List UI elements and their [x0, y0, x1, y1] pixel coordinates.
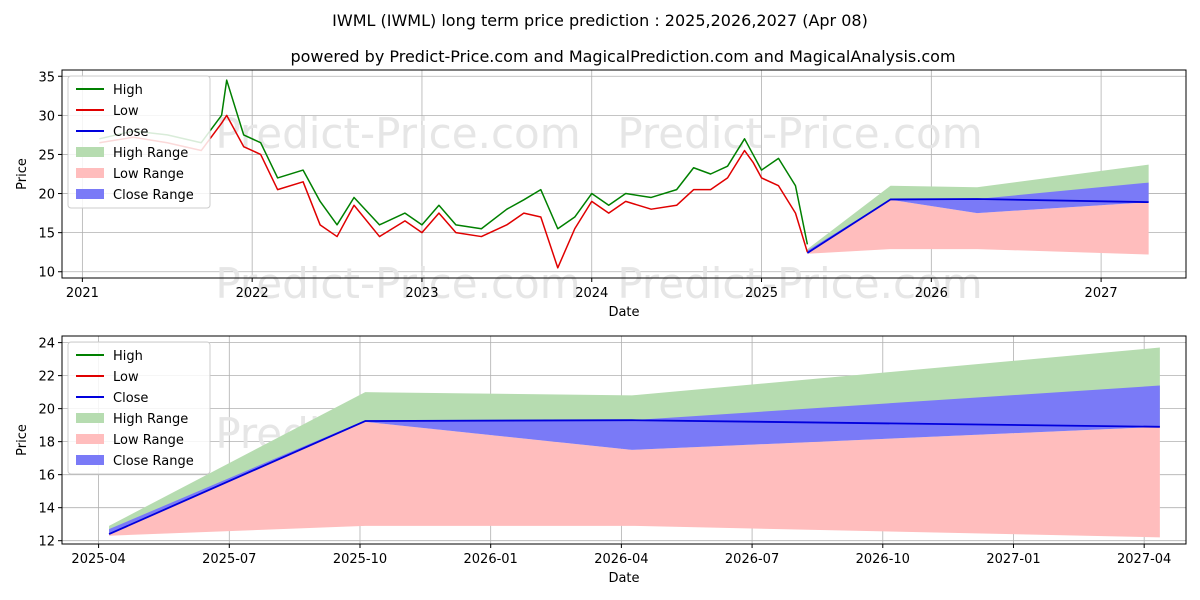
high-range-band: [109, 347, 1160, 533]
legend: High Low Close High Range Low Range Close Ran…: [67, 75, 211, 209]
low-range-band: [807, 199, 1149, 255]
legend-swatch: [76, 147, 104, 157]
y-tick-label: 14: [38, 502, 55, 517]
legend-label: Low Range: [113, 433, 184, 448]
x-tick-label: 2024: [575, 286, 608, 301]
watermark: Predict-Price.com: [617, 259, 982, 308]
low-range-band: [109, 421, 1160, 538]
x-tick-label: 2021: [66, 286, 99, 301]
legend: High Low Close High Range Low Range Close Ran…: [67, 341, 211, 475]
legend-label: Low: [113, 370, 139, 385]
legend-swatch: [76, 413, 104, 423]
x-axis-label: Date: [608, 571, 639, 586]
x-tick-label: 2026: [915, 286, 948, 301]
y-axis-label: Price: [15, 158, 30, 190]
watermark: Predict-Price.com: [215, 259, 580, 308]
y-axis-label: Price: [15, 424, 30, 456]
legend-label: Close: [113, 125, 148, 140]
x-tick-label: 2025-07: [202, 552, 256, 567]
legend-label: Close: [113, 391, 148, 406]
y-tick-label: 20: [38, 403, 55, 418]
x-tick-label: 2026-01: [464, 552, 518, 567]
legend-swatch: [76, 455, 104, 465]
y-tick-label: 22: [38, 370, 55, 385]
y-tick-label: 24: [38, 337, 55, 352]
watermark: Predict-Price.com: [617, 109, 982, 158]
x-tick-label: 2026-04: [594, 552, 648, 567]
legend-label: Close Range: [113, 188, 194, 203]
legend-swatch: [76, 189, 104, 199]
x-tick-label: 2027: [1085, 286, 1118, 301]
y-tick-label: 25: [38, 148, 55, 163]
y-tick-label: 12: [38, 535, 55, 550]
chart-title: IWML (IWML) long term price prediction :…: [332, 11, 868, 30]
x-tick-label: 2027-04: [1117, 552, 1171, 567]
y-tick-label: 20: [38, 188, 55, 203]
legend-label: Low Range: [113, 167, 184, 182]
x-tick-label: 2025: [745, 286, 778, 301]
watermark: Predict-Price.com: [215, 109, 580, 158]
y-tick-label: 18: [38, 436, 55, 451]
x-tick-label: 2025-04: [71, 552, 125, 567]
high-range-band: [807, 164, 1149, 253]
legend-label: High Range: [113, 412, 188, 427]
legend-label: High Range: [113, 146, 188, 161]
x-tick-label: 2025-10: [333, 552, 387, 567]
top-panel: Predict-Price.com Predict-Price.com Predic…: [15, 69, 1187, 320]
predicted-close-line: [108, 419, 1160, 535]
x-tick-label: 2023: [405, 286, 438, 301]
legend-swatch: [76, 168, 104, 178]
plot-frame: [61, 335, 1187, 545]
bottom-panel: Predict-Price.comPredict-Price.com2025-0…: [15, 335, 1187, 586]
legend-swatch: [76, 434, 104, 444]
x-axis-label: Date: [608, 305, 639, 320]
y-tick-label: 16: [38, 469, 55, 484]
plot-frame: [61, 69, 1187, 279]
legend-label: Low: [113, 104, 139, 119]
chart-subtitle: powered by Predict-Price.com and Magical…: [290, 47, 955, 66]
y-tick-label: 35: [38, 70, 55, 85]
low-line: [99, 114, 809, 269]
predicted-close-line: [806, 198, 1149, 254]
x-tick-label: 2027-01: [986, 552, 1040, 567]
y-tick-label: 15: [38, 227, 55, 242]
x-tick-label: 2022: [236, 286, 269, 301]
legend-label: High: [113, 349, 143, 364]
y-tick-label: 30: [38, 109, 55, 124]
legend-label: High: [113, 83, 143, 98]
legend-label: Close Range: [113, 454, 194, 469]
x-tick-label: 2026-07: [725, 552, 779, 567]
y-tick-label: 10: [38, 266, 55, 281]
high-line: [99, 79, 809, 245]
x-tick-label: 2026-10: [856, 552, 910, 567]
